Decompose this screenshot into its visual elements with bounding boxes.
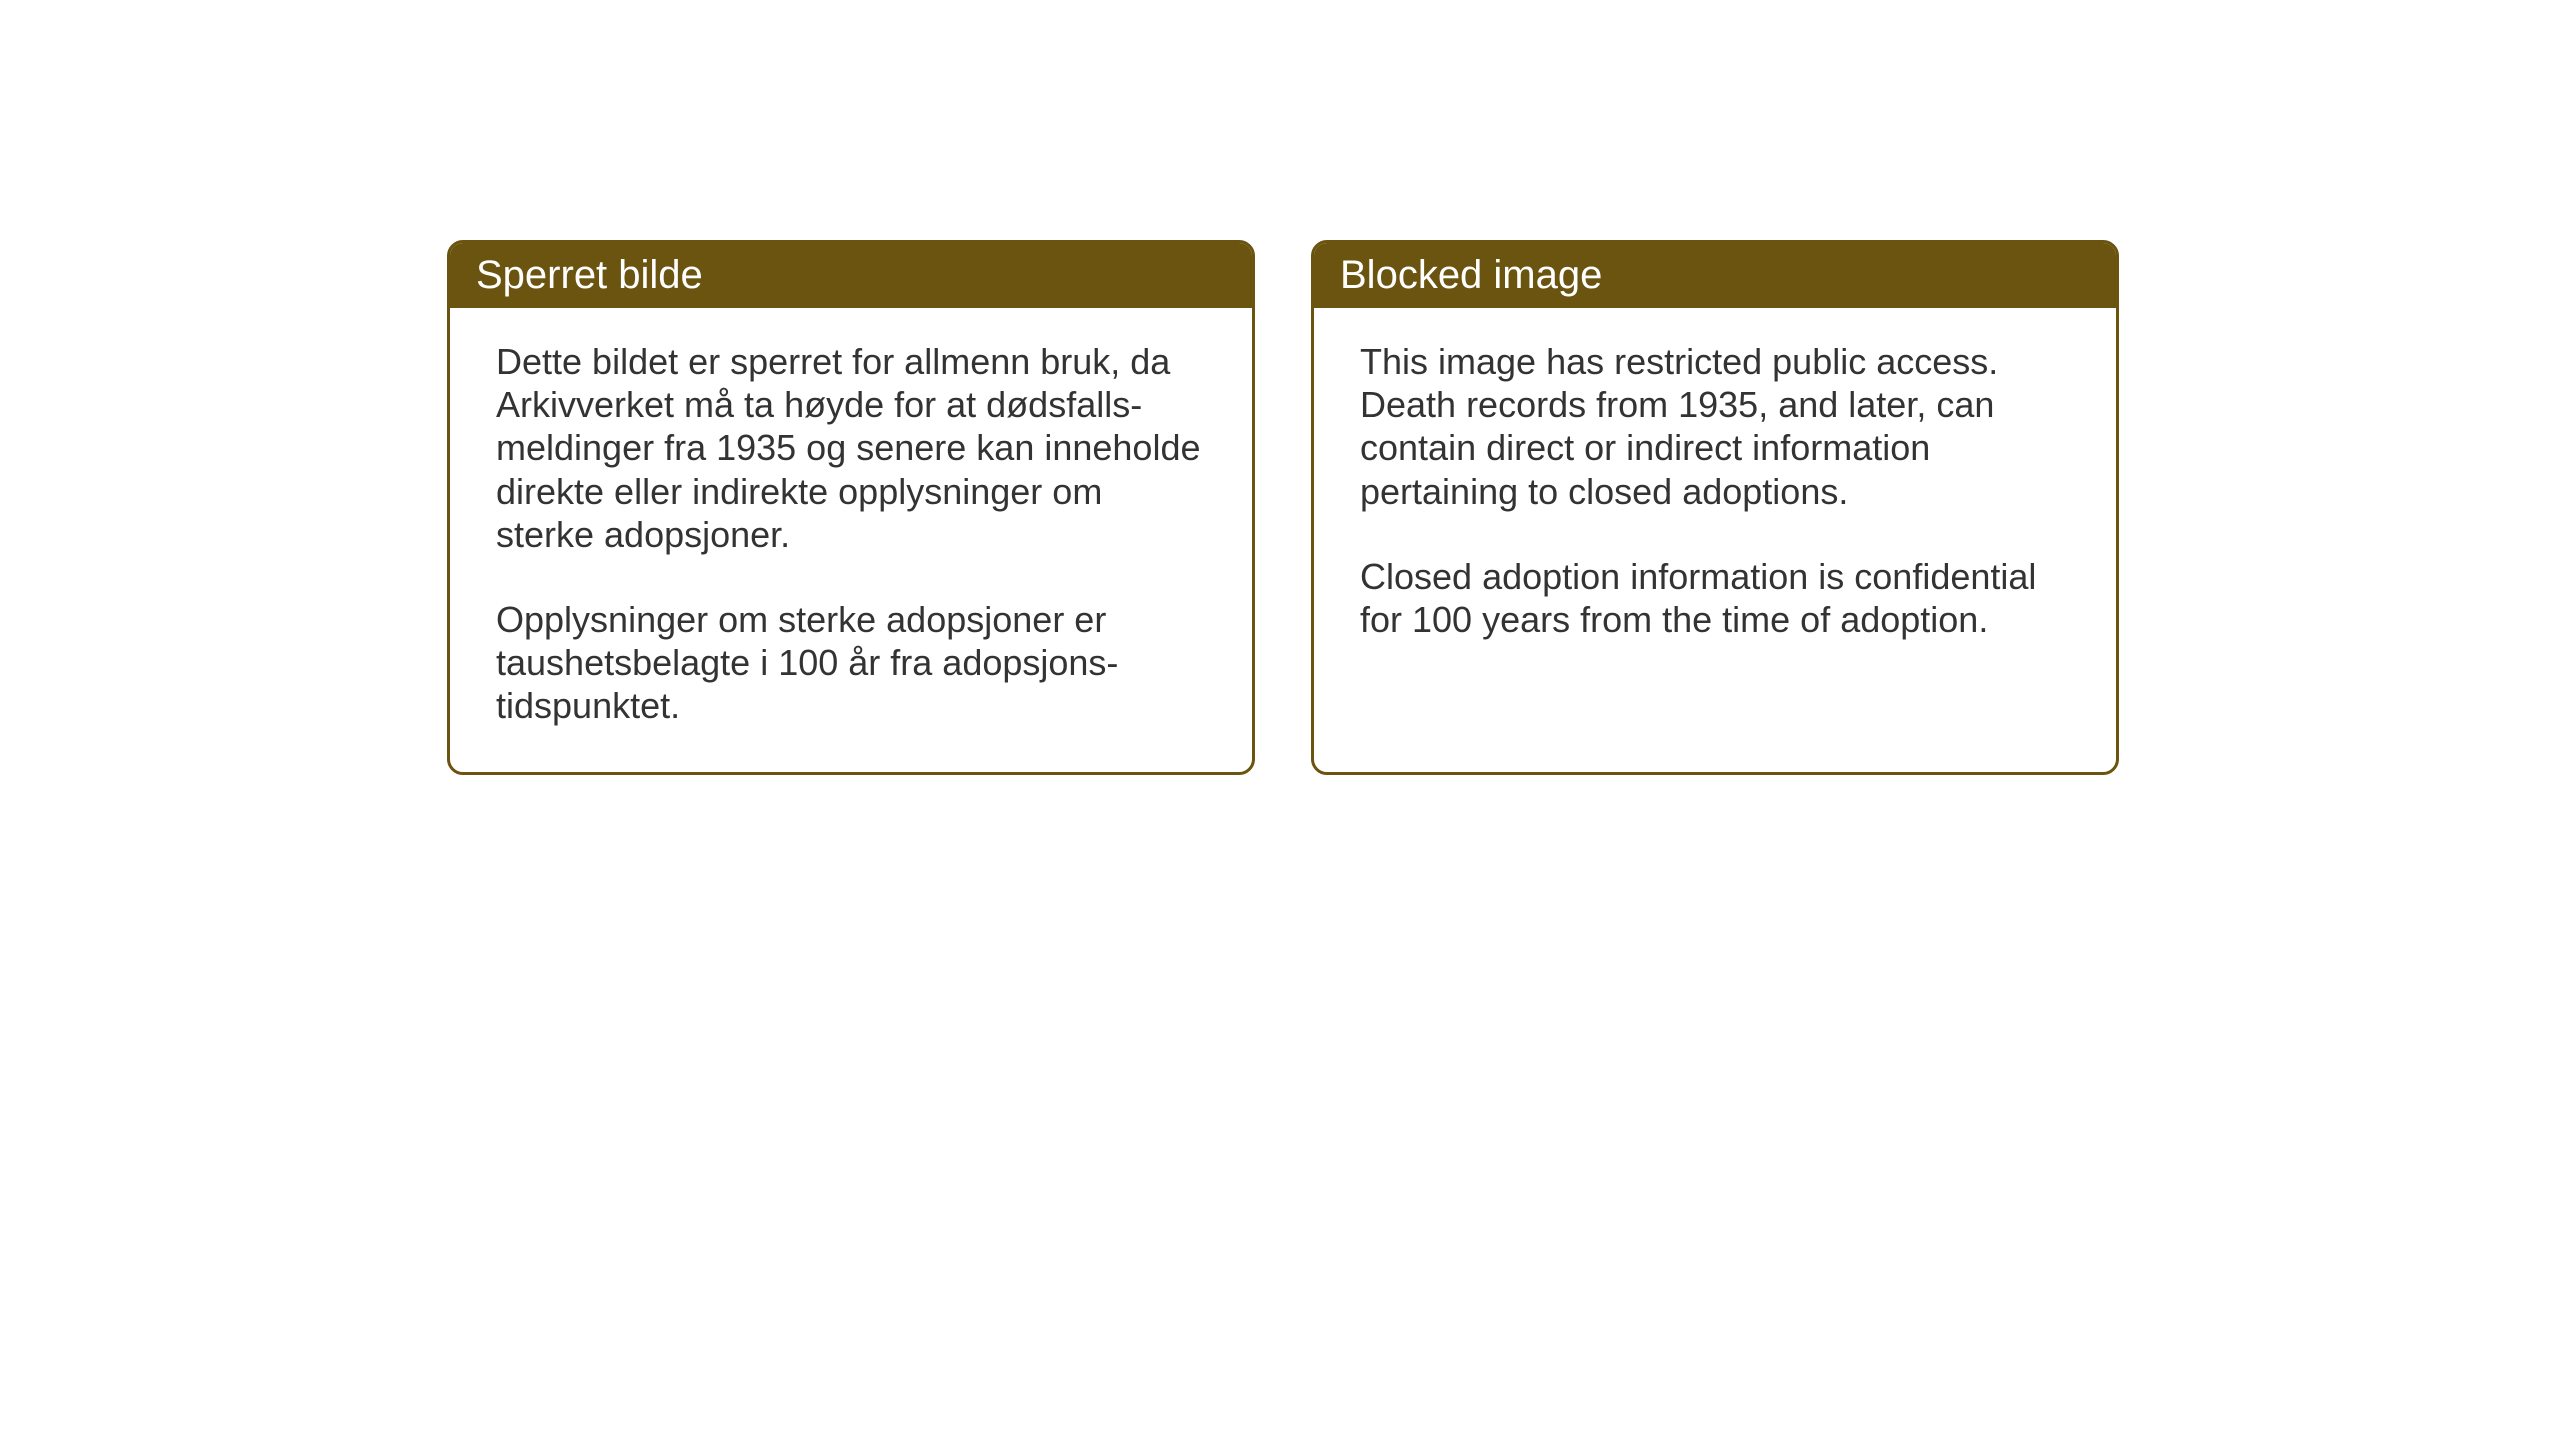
notice-paragraph-2-norwegian: Opplysninger om sterke adopsjoner er tau… xyxy=(496,598,1210,728)
notice-body-english: This image has restricted public access.… xyxy=(1314,308,2116,685)
notice-title-english: Blocked image xyxy=(1340,253,1602,297)
notice-paragraph-1-english: This image has restricted public access.… xyxy=(1360,340,2074,513)
notice-box-english: Blocked image This image has restricted … xyxy=(1311,240,2119,775)
notice-container: Sperret bilde Dette bildet er sperret fo… xyxy=(447,240,2119,775)
notice-box-norwegian: Sperret bilde Dette bildet er sperret fo… xyxy=(447,240,1255,775)
notice-paragraph-2-english: Closed adoption information is confident… xyxy=(1360,555,2074,641)
notice-header-norwegian: Sperret bilde xyxy=(450,243,1252,308)
notice-paragraph-1-norwegian: Dette bildet er sperret for allmenn bruk… xyxy=(496,340,1210,556)
notice-title-norwegian: Sperret bilde xyxy=(476,253,703,297)
notice-header-english: Blocked image xyxy=(1314,243,2116,308)
notice-body-norwegian: Dette bildet er sperret for allmenn bruk… xyxy=(450,308,1252,772)
